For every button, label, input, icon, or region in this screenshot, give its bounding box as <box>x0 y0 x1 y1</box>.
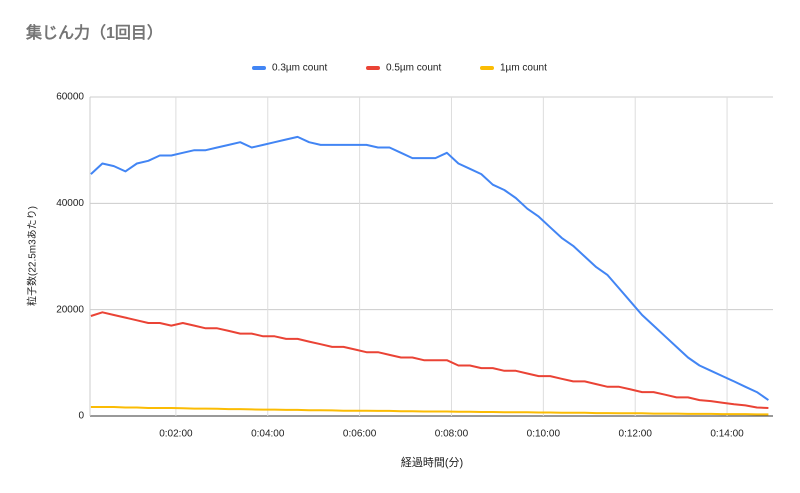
y-tick-label: 20000 <box>56 304 84 315</box>
legend-label: 1µm count <box>500 63 547 74</box>
x-tick-label: 0:06:00 <box>343 429 377 440</box>
series-line <box>90 406 769 416</box>
x-tick-label: 0:04:00 <box>251 429 285 440</box>
x-tick-label: 0:02:00 <box>159 429 193 440</box>
legend: 0.3µm count 0.5µm count 1µm count <box>252 63 547 74</box>
chart-title: 集じん力（1回目） <box>25 23 163 42</box>
series-line <box>90 135 769 401</box>
x-tick-label: 0:12:00 <box>619 429 653 440</box>
y-axis-label: 粒子数(22.5m3あたり) <box>26 206 39 306</box>
legend-label: 0.3µm count <box>272 63 327 74</box>
legend-label: 0.5µm count <box>386 63 441 74</box>
x-tick-label: 0:10:00 <box>527 429 561 440</box>
x-tick-label: 0:14:00 <box>710 429 744 440</box>
series-line <box>90 311 769 409</box>
x-tick-label: 0:08:00 <box>435 429 469 440</box>
y-tick-label: 60000 <box>56 92 84 103</box>
x-axis-label: 経過時間(分) <box>401 456 463 469</box>
y-tick-label: 0 <box>78 411 84 422</box>
y-tick-label: 40000 <box>56 198 84 209</box>
